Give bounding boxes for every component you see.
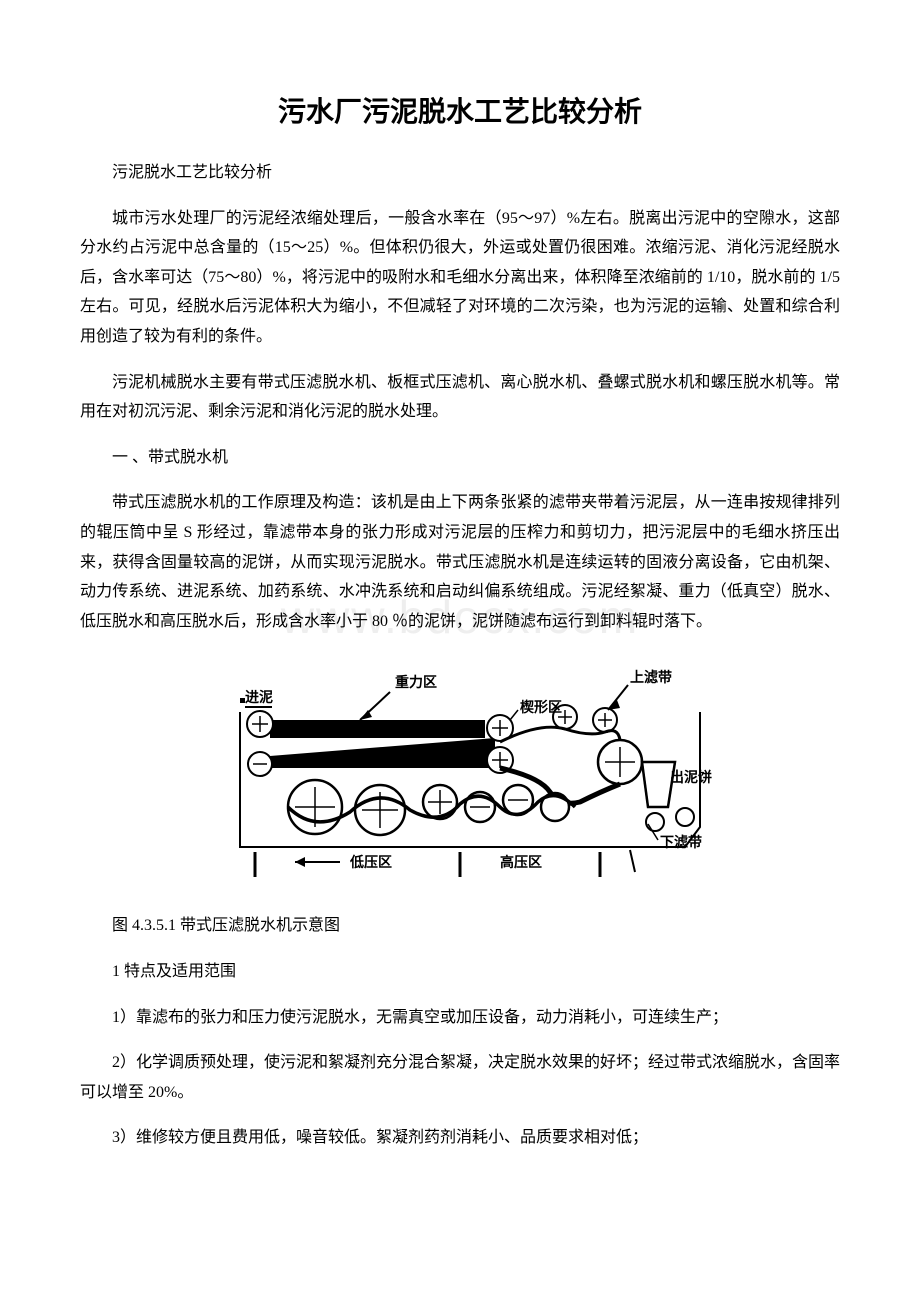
list-item-1: 1）靠滤布的张力和压力使污泥脱水，无需真空或加压设备，动力消耗小，可连续生产； [80, 1003, 840, 1033]
label-wedge: 楔形区 [520, 699, 562, 715]
subsection-heading: 1 特点及适用范围 [80, 957, 840, 987]
paragraph-subtitle: 污泥脱水工艺比较分析 [80, 158, 840, 188]
list-item-3: 3）维修较方便且费用低，噪音较低。絮凝剂药剂消耗小、品质要求相对低； [80, 1123, 840, 1153]
diagram-belt-filter: 进泥 重力区 楔形区 上滤带 出泥饼 下滤带 低压区 高压区 [80, 652, 840, 897]
label-upper-belt: 上滤带 [630, 669, 672, 685]
list-item-2: 2）化学调质预处理，使污泥和絮凝剂充分混合絮凝，决定脱水效果的好坏；经过带式浓缩… [80, 1048, 840, 1107]
paragraph-intro: 城市污水处理厂的污泥经浓缩处理后，一般含水率在（95～97）%左右。脱离出污泥中… [80, 204, 840, 352]
label-outlet: 出泥饼 [670, 769, 712, 785]
document-content: 污水厂污泥脱水工艺比较分析 污泥脱水工艺比较分析 城市污水处理厂的污泥经浓缩处理… [80, 90, 840, 1153]
page-title: 污水厂污泥脱水工艺比较分析 [80, 90, 840, 130]
label-inlet: 进泥 [245, 689, 273, 705]
label-high-pressure: 高压区 [500, 854, 542, 870]
section-heading-1: 一 、带式脱水机 [80, 443, 840, 473]
label-lower-belt: 下滤带 [660, 834, 702, 850]
paragraph-methods: 污泥机械脱水主要有带式压滤脱水机、板框式压滤机、离心脱水机、叠螺式脱水机和螺压脱… [80, 368, 840, 427]
label-gravity: 重力区 [395, 674, 437, 690]
paragraph-principle: 带式压滤脱水机的工作原理及构造：该机是由上下两条张紧的滤带夹带着污泥层，从一连串… [80, 488, 840, 636]
figure-caption: 图 4.3.5.1 带式压滤脱水机示意图 [80, 911, 840, 941]
label-low-pressure: 低压区 [349, 854, 392, 870]
